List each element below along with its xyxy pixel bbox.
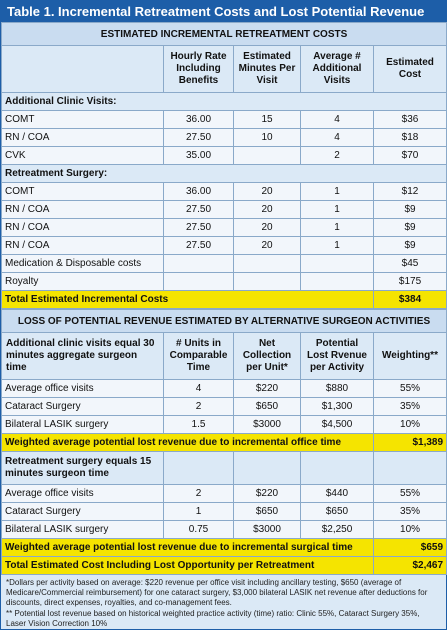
table-row: CVK 35.00 2 $70 [1,146,447,165]
table-row: Cataract Surgery 2 $650 $1,300 35% [1,397,447,416]
table-row: RN / COA 27.50 20 1 $9 [1,200,447,219]
footnote-dollars: *Dollars per activity based on average: … [6,578,428,607]
footnotes: *Dollars per activity based on average: … [1,575,446,629]
footnote-weighting: ** Potential lost revenue based on histo… [6,609,420,628]
retreatment-costs-table: ESTIMATED INCREMENTAL RETREATMENT COSTS … [0,22,447,309]
table-row: Average office visits 2 $220 $440 55% [1,484,447,503]
table-row: Cataract Surgery 1 $650 $650 35% [1,502,447,521]
table-row: COMT 36.00 20 1 $12 [1,182,447,201]
col-units: # Units in Comparable Time [163,332,234,380]
table-row: Medication & Disposable costs $45 [1,254,447,273]
col-weighting: Weighting** [372,332,447,380]
lost-revenue-table: LOSS OF POTENTIAL REVENUE ESTIMATED BY A… [0,309,447,575]
col-lost-revenue: Potential Lost Rvenue per Activity [300,332,374,380]
col-hourly-rate: Hourly Rate Including Benefits [163,45,234,93]
table-title: Table 1. Incremental Retreatment Costs a… [1,1,446,22]
col-minutes: Estimated Minutes Per Visit [233,45,301,93]
col-visits: Average # Additional Visits [300,45,374,93]
col-net-collection: Net Collection per Unit* [233,332,301,380]
table-row: Bilateral LASIK surgery 1.5 $3000 $4,500 10% [1,415,447,434]
group-clinic-time: Additional clinic visits equal 30 minute… [1,332,164,380]
table-row: Average office visits 4 $220 $880 55% [1,379,447,398]
table-row: RN / COA 27.50 20 1 $9 [1,218,447,237]
total-incremental-costs: Total Estimated Incremental Costs $384 [1,290,447,309]
group-retreatment-surgery: Retreatment Surgery: [0,164,447,183]
table-row: RN / COA 27.50 10 4 $18 [1,128,447,147]
subtotal-office-time: Weighted average potential lost revenue … [1,433,447,452]
group-clinic-visits: Additional Clinic Visits: [0,92,447,111]
table-row: Bilateral LASIK surgery 0.75 $3000 $2,250 10… [1,520,447,539]
table-row: Royalty $175 [1,272,447,291]
group-surgery-time: Retreatment surgery equals 15 minutes su… [1,451,164,485]
subtotal-surgical-time: Weighted average potential lost revenue … [1,538,447,557]
table-row: RN / COA 27.50 20 1 $9 [1,236,447,255]
table-row: COMT 36.00 15 4 $36 [1,110,447,129]
section1-heading: ESTIMATED INCREMENTAL RETREATMENT COSTS [0,22,447,46]
section2-heading: LOSS OF POTENTIAL REVENUE ESTIMATED BY A… [0,309,447,333]
grand-total: Total Estimated Cost Including Lost Oppo… [1,556,447,575]
col-cost: Estimated Cost [372,45,447,93]
